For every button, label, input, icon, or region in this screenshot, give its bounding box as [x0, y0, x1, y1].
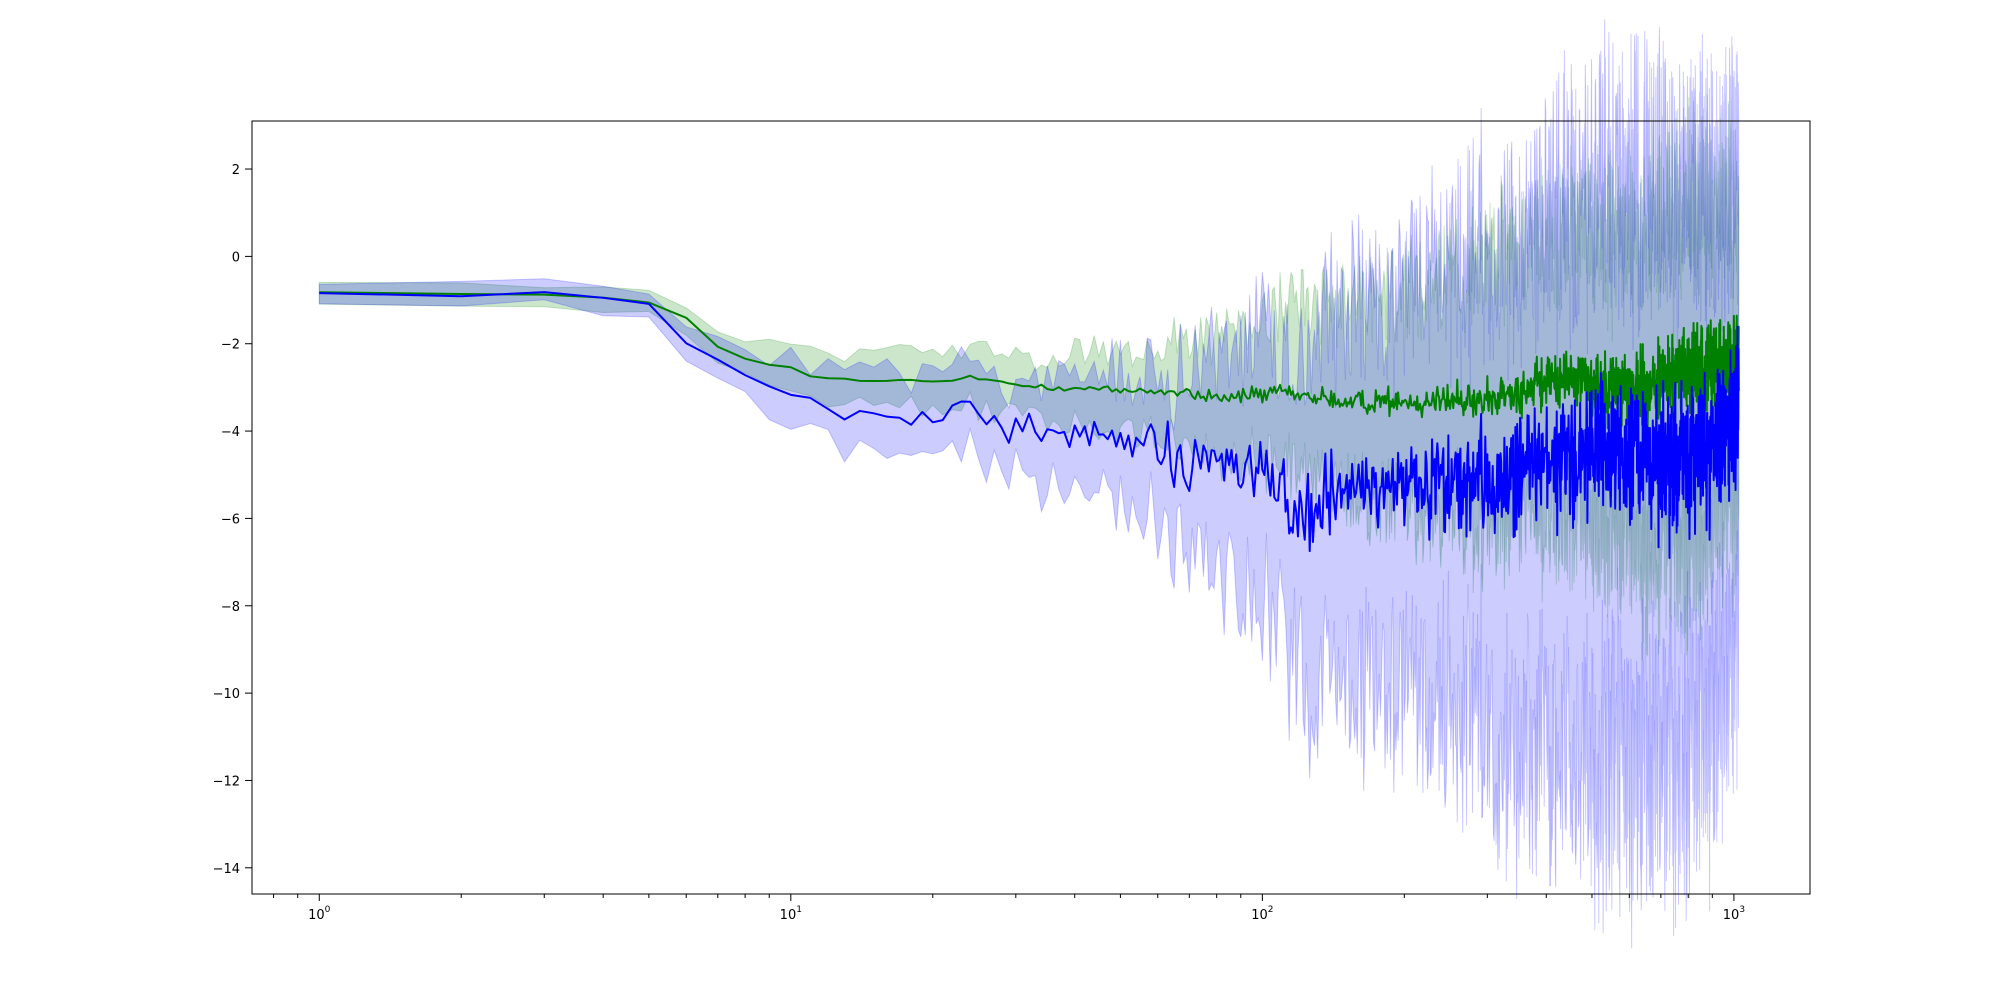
y-tick-label: −12 — [213, 774, 240, 789]
x-axis: 100 101 102 103 — [273, 894, 1745, 923]
plot-frame — [251, 120, 1811, 895]
y-tick-label: −2 — [221, 338, 240, 353]
confidence-band-1 — [318, 19, 1740, 949]
y-tick-label: −8 — [221, 600, 240, 615]
x-tick-label: 100 — [308, 905, 331, 923]
series-lines — [319, 291, 1740, 560]
x-tick-label: 103 — [1723, 905, 1745, 923]
y-tick-label: 0 — [232, 250, 240, 265]
y-tick-label: −4 — [221, 425, 240, 440]
y-tick-label: 2 — [232, 163, 240, 178]
y-tick-label: −14 — [213, 862, 240, 877]
series-line-1 — [319, 291, 1740, 560]
x-tick-label: 101 — [780, 905, 802, 923]
y-tick-label: −10 — [213, 687, 240, 702]
x-tick-label: 102 — [1251, 905, 1273, 923]
y-axis: 2 0 −2 −4 −6 −8 −10 −12 −14 — [213, 163, 252, 877]
y-tick-label: −6 — [221, 512, 240, 527]
